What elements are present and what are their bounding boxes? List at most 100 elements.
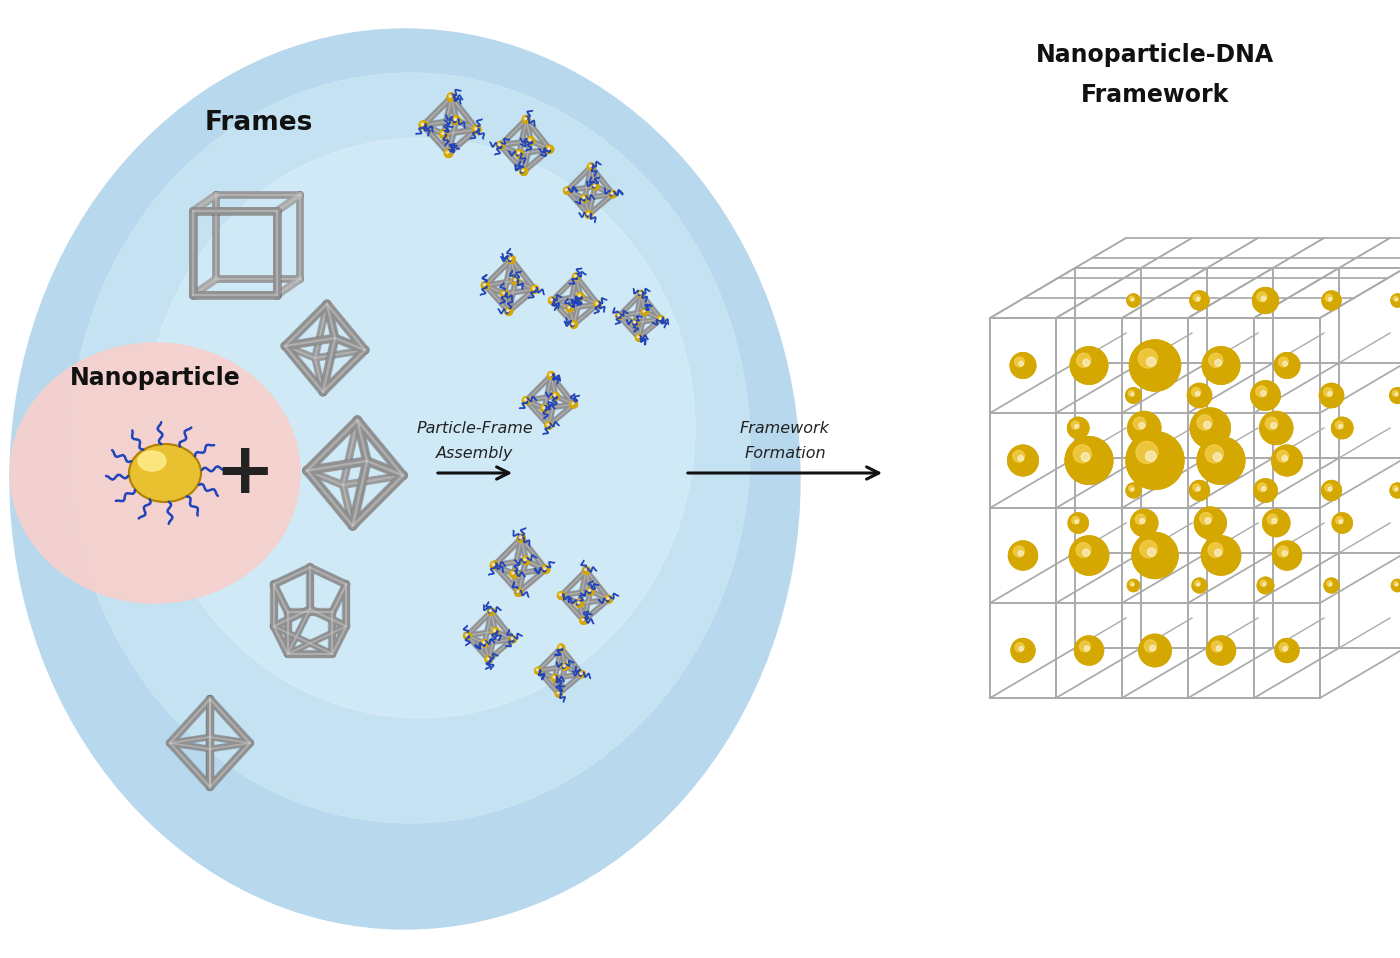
Circle shape [1126, 432, 1184, 490]
Circle shape [610, 192, 613, 194]
Circle shape [1190, 291, 1210, 310]
Circle shape [1193, 579, 1207, 593]
Circle shape [472, 125, 480, 133]
Circle shape [577, 293, 584, 300]
Circle shape [536, 669, 539, 671]
Circle shape [1130, 296, 1134, 301]
Circle shape [1253, 287, 1278, 313]
Circle shape [528, 138, 531, 141]
Circle shape [592, 183, 599, 190]
Circle shape [1274, 353, 1299, 378]
Circle shape [1128, 486, 1134, 491]
Circle shape [1275, 639, 1299, 662]
Circle shape [486, 656, 493, 663]
Circle shape [616, 312, 623, 319]
Circle shape [1257, 578, 1274, 594]
Circle shape [1075, 519, 1078, 523]
Circle shape [1336, 516, 1343, 524]
Circle shape [1327, 392, 1331, 396]
Circle shape [1271, 518, 1277, 523]
Circle shape [515, 588, 522, 596]
Circle shape [1075, 636, 1103, 665]
Circle shape [447, 93, 455, 102]
Circle shape [1068, 418, 1089, 439]
Circle shape [519, 168, 528, 175]
Circle shape [1008, 445, 1039, 476]
Circle shape [1327, 581, 1333, 586]
Circle shape [518, 535, 525, 542]
Circle shape [1128, 412, 1161, 445]
Circle shape [587, 587, 594, 595]
Circle shape [1008, 445, 1039, 476]
Circle shape [577, 293, 584, 300]
Circle shape [557, 644, 564, 651]
Circle shape [1273, 541, 1302, 570]
Circle shape [500, 290, 508, 298]
Circle shape [1194, 507, 1226, 538]
Circle shape [1331, 418, 1352, 439]
Circle shape [1126, 483, 1141, 498]
Circle shape [546, 146, 553, 153]
Circle shape [1273, 541, 1302, 570]
Circle shape [546, 146, 553, 153]
Circle shape [605, 596, 613, 603]
Circle shape [531, 285, 539, 293]
Circle shape [1070, 347, 1107, 384]
Circle shape [419, 121, 427, 129]
Circle shape [515, 588, 522, 596]
Circle shape [564, 187, 571, 194]
Circle shape [1126, 432, 1184, 490]
Circle shape [1263, 510, 1289, 536]
Circle shape [575, 600, 584, 607]
Circle shape [1257, 292, 1267, 302]
Circle shape [1201, 536, 1240, 575]
Circle shape [1126, 483, 1141, 498]
Ellipse shape [129, 444, 202, 502]
Circle shape [1333, 513, 1352, 533]
Circle shape [1271, 445, 1302, 476]
Circle shape [1011, 639, 1035, 662]
Circle shape [547, 147, 550, 149]
Circle shape [546, 146, 553, 153]
Circle shape [585, 211, 592, 218]
Circle shape [577, 601, 580, 604]
Circle shape [1329, 297, 1331, 301]
Circle shape [1200, 513, 1212, 525]
Circle shape [1127, 294, 1140, 307]
Circle shape [1275, 639, 1299, 662]
Circle shape [585, 211, 592, 218]
Circle shape [552, 392, 559, 399]
Circle shape [1394, 488, 1397, 490]
Circle shape [463, 632, 470, 639]
Circle shape [1135, 514, 1145, 524]
Circle shape [589, 164, 592, 167]
Circle shape [487, 608, 494, 615]
Circle shape [1333, 513, 1352, 533]
Circle shape [1140, 518, 1145, 523]
Circle shape [486, 656, 493, 663]
Circle shape [1331, 418, 1352, 439]
Circle shape [1390, 483, 1400, 498]
Circle shape [1130, 582, 1134, 586]
Circle shape [616, 312, 623, 319]
Circle shape [526, 137, 535, 145]
Circle shape [641, 308, 648, 315]
Circle shape [1130, 340, 1180, 391]
Circle shape [1271, 445, 1302, 476]
Circle shape [1187, 383, 1211, 407]
Text: Frames: Frames [204, 110, 314, 136]
Circle shape [510, 635, 517, 643]
Circle shape [594, 301, 602, 308]
Circle shape [552, 392, 559, 399]
Circle shape [1068, 418, 1089, 439]
Circle shape [1253, 287, 1278, 313]
Circle shape [482, 282, 489, 289]
Circle shape [1196, 392, 1200, 396]
Circle shape [1008, 445, 1039, 476]
Circle shape [487, 608, 494, 615]
Circle shape [1127, 294, 1140, 307]
Circle shape [1253, 287, 1278, 313]
Circle shape [1075, 636, 1103, 665]
Circle shape [519, 168, 528, 175]
Circle shape [561, 663, 568, 670]
